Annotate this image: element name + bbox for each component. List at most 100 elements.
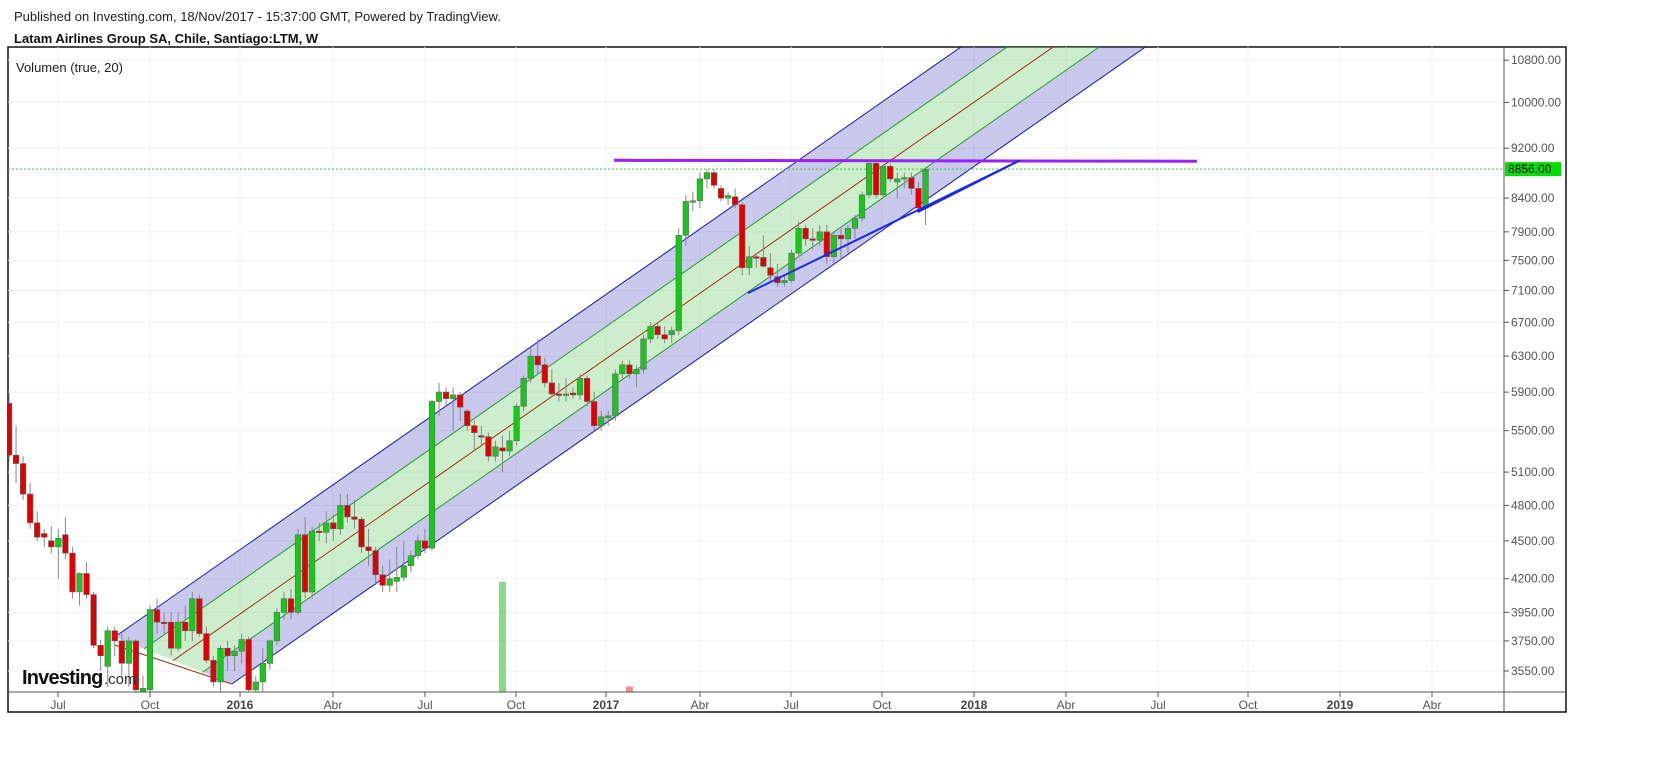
candle	[499, 435, 506, 473]
candle	[823, 224, 830, 265]
candle	[633, 364, 640, 388]
candle	[880, 165, 887, 199]
x-tick-label: Jul	[1150, 698, 1165, 712]
chart-frame	[7, 46, 1567, 713]
y-tick-label: 6300.00	[1511, 349, 1555, 363]
candle-body	[182, 621, 189, 632]
channel-outer-band	[202, 47, 1146, 684]
trendline	[917, 159, 1021, 213]
candle	[640, 334, 647, 374]
candle-body	[280, 598, 288, 613]
published-caption: Published on Investing.com, 18/Nov/2017 …	[14, 9, 501, 24]
candle	[301, 516, 309, 599]
candle	[710, 169, 718, 189]
candle-body	[760, 257, 767, 267]
candle-body	[372, 550, 379, 576]
candle-body	[809, 238, 816, 241]
candle-body	[34, 522, 41, 538]
candle-body	[569, 392, 577, 396]
candle	[217, 645, 224, 692]
candle	[696, 172, 703, 209]
candle	[19, 456, 27, 500]
candle	[146, 605, 154, 692]
investing-logo: Investing .com	[22, 667, 137, 689]
candle-body	[802, 228, 809, 240]
grid	[8, 47, 1504, 692]
candle-body	[753, 256, 760, 259]
candle-body	[41, 533, 48, 538]
candle	[626, 360, 633, 379]
y-tick-label: 6700.00	[1511, 315, 1555, 329]
candle	[668, 326, 675, 344]
candle	[55, 528, 62, 579]
candle-body	[583, 378, 591, 402]
time-axis[interactable]: Jul Oct 2016 Abr Jul Oct 2017 Abr Jul Oct 2018 Abr J…	[50, 692, 1441, 712]
candle-body	[153, 609, 161, 623]
candle-body	[421, 540, 429, 549]
candle-body	[104, 630, 111, 667]
y-tick-label: 4200.00	[1511, 572, 1555, 586]
candle-body	[231, 650, 238, 657]
x-tick-label: 2018	[961, 698, 988, 712]
candle-body	[591, 401, 598, 426]
candle-body	[576, 378, 584, 396]
y-tick-label: 4500.00	[1511, 534, 1555, 548]
candle	[598, 411, 605, 431]
candle	[118, 633, 125, 679]
candle	[414, 534, 422, 560]
candle-body	[703, 172, 711, 180]
candle	[393, 546, 400, 592]
candle	[464, 409, 471, 431]
candle	[894, 172, 901, 199]
candle	[739, 201, 746, 276]
candle-body	[506, 440, 513, 452]
candle	[231, 645, 238, 671]
candle	[654, 322, 661, 339]
candle-body	[555, 393, 562, 396]
channel-line	[114, 47, 962, 638]
candle	[386, 559, 393, 592]
candle-body	[161, 621, 168, 625]
candle-body	[844, 228, 852, 240]
candle-body	[69, 552, 76, 593]
candle	[591, 392, 598, 431]
x-tick-label: Jul	[417, 698, 432, 712]
candle-body	[534, 355, 541, 366]
candle-body	[379, 574, 386, 586]
candle	[873, 161, 880, 199]
candle-body	[640, 338, 647, 370]
candle-body	[407, 555, 414, 567]
candle	[435, 382, 443, 416]
candle	[224, 640, 231, 671]
candle-body	[823, 231, 830, 258]
candle-body	[788, 252, 795, 281]
candle-body	[12, 454, 20, 464]
candle-body	[513, 405, 520, 442]
candle	[337, 494, 344, 535]
candle	[851, 214, 859, 239]
volume-indicator-label: Volumen (true, 20)	[16, 60, 123, 75]
candle-body	[8, 403, 13, 456]
candle	[104, 626, 111, 687]
candle-body	[696, 178, 703, 202]
candle	[12, 425, 20, 483]
candle-body	[837, 235, 844, 240]
x-tick-label: Abr	[1057, 698, 1076, 712]
candle-body	[224, 647, 231, 657]
price-axis[interactable]: 10800.00 10000.00 9200.00 8400.00 7900.00 750…	[1504, 53, 1561, 678]
candle	[858, 191, 866, 222]
candle	[682, 194, 689, 246]
candle-body	[351, 516, 358, 520]
candle	[562, 378, 570, 402]
candle-body	[266, 640, 273, 664]
candle-body	[217, 647, 224, 683]
candle	[196, 594, 203, 637]
candle-body	[767, 267, 774, 276]
candle-body	[661, 334, 668, 340]
candle	[351, 499, 358, 529]
candle-body	[858, 194, 866, 219]
candle-body	[330, 522, 337, 530]
x-tick-label: Oct	[873, 698, 892, 712]
candle-body	[717, 188, 725, 199]
